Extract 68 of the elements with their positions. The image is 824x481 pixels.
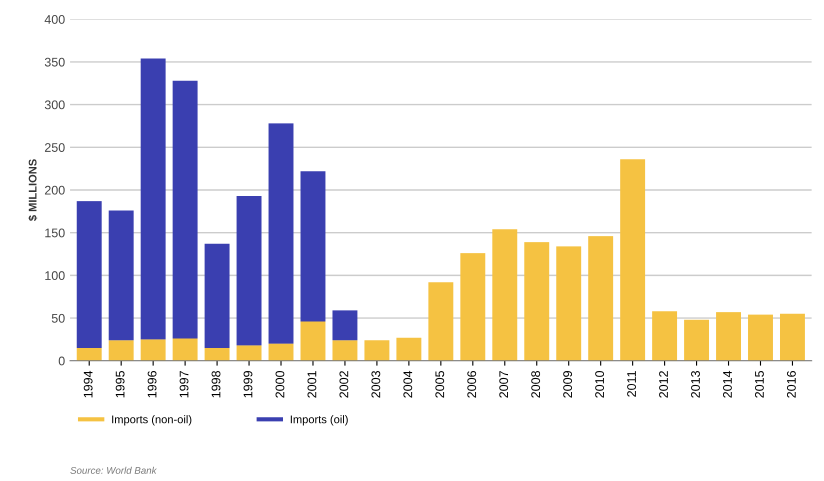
bar — [140, 339, 166, 361]
x-tick-label: 2008 — [531, 371, 540, 398]
x-tick-label: 2001 — [307, 371, 316, 398]
bar — [172, 80, 198, 339]
x-tick-label: 1994 — [84, 370, 93, 398]
x-tick-label: 2007 — [499, 371, 508, 398]
bar — [236, 345, 262, 361]
bar — [172, 338, 198, 361]
x-tick-label: 1998 — [212, 371, 220, 398]
bar — [524, 242, 550, 361]
bar — [684, 320, 710, 361]
y-tick-label: 350 — [44, 58, 65, 67]
bar — [748, 314, 773, 361]
x-tick-label: 1995 — [116, 370, 125, 398]
y-tick-label: 200 — [44, 186, 65, 195]
bar — [652, 311, 678, 361]
y-tick-label: 300 — [44, 100, 65, 110]
x-tick-label: 1999 — [244, 371, 252, 398]
x-tick-label: 2010 — [595, 370, 604, 398]
x-tick-label: 2012 — [659, 371, 668, 398]
y-axis-title: $ MILLIONS — [28, 159, 38, 222]
legend-label: Imports (non-oil) — [112, 415, 192, 426]
x-tick-label: 1996 — [148, 371, 157, 398]
bar — [268, 344, 294, 361]
bar — [588, 236, 614, 361]
x-tick-label: 2003 — [371, 371, 380, 398]
x-tick-label: 2011 — [627, 371, 636, 397]
bar — [460, 253, 486, 361]
bar — [428, 282, 454, 361]
bar — [780, 314, 805, 361]
bar — [716, 312, 741, 361]
x-tick-label: 2016 — [786, 371, 796, 398]
y-tick-label: 100 — [45, 271, 65, 280]
x-tick-label: 2013 — [691, 371, 700, 398]
bar — [268, 123, 294, 344]
bar — [332, 340, 358, 361]
y-tick-label: 150 — [45, 228, 65, 238]
y-tick-label: 250 — [44, 143, 65, 152]
legend-label: Imports (oil) — [290, 415, 348, 426]
bar — [620, 159, 646, 361]
bar — [332, 310, 358, 340]
y-tick-label: 50 — [52, 314, 65, 323]
x-tick-label: 2004 — [403, 370, 412, 398]
x-tick-label: 2002 — [339, 371, 348, 398]
x-tick-label: 2006 — [467, 371, 476, 398]
bar — [204, 244, 230, 348]
bar — [76, 348, 102, 361]
bar — [108, 340, 134, 361]
x-tick-label: 2009 — [563, 371, 572, 398]
bar — [556, 246, 582, 361]
y-tick-label: 400 — [44, 15, 65, 24]
x-tick-label: 1997 — [180, 371, 188, 398]
source-note: Source: World Bank — [70, 466, 157, 474]
y-tick-label: 0 — [58, 356, 65, 366]
x-tick-label: 2014 — [723, 370, 732, 398]
x-tick-label: 2005 — [435, 370, 444, 398]
bar — [236, 196, 262, 346]
bar — [108, 210, 134, 340]
bar — [364, 340, 390, 361]
bar — [396, 338, 422, 361]
bar — [300, 321, 326, 361]
x-tick-label: 2000 — [276, 370, 284, 398]
bar — [76, 201, 102, 348]
x-tick-label: 2015 — [755, 370, 764, 398]
bar — [140, 58, 166, 340]
bar — [300, 171, 326, 322]
bar — [492, 229, 518, 361]
bar — [204, 348, 230, 361]
